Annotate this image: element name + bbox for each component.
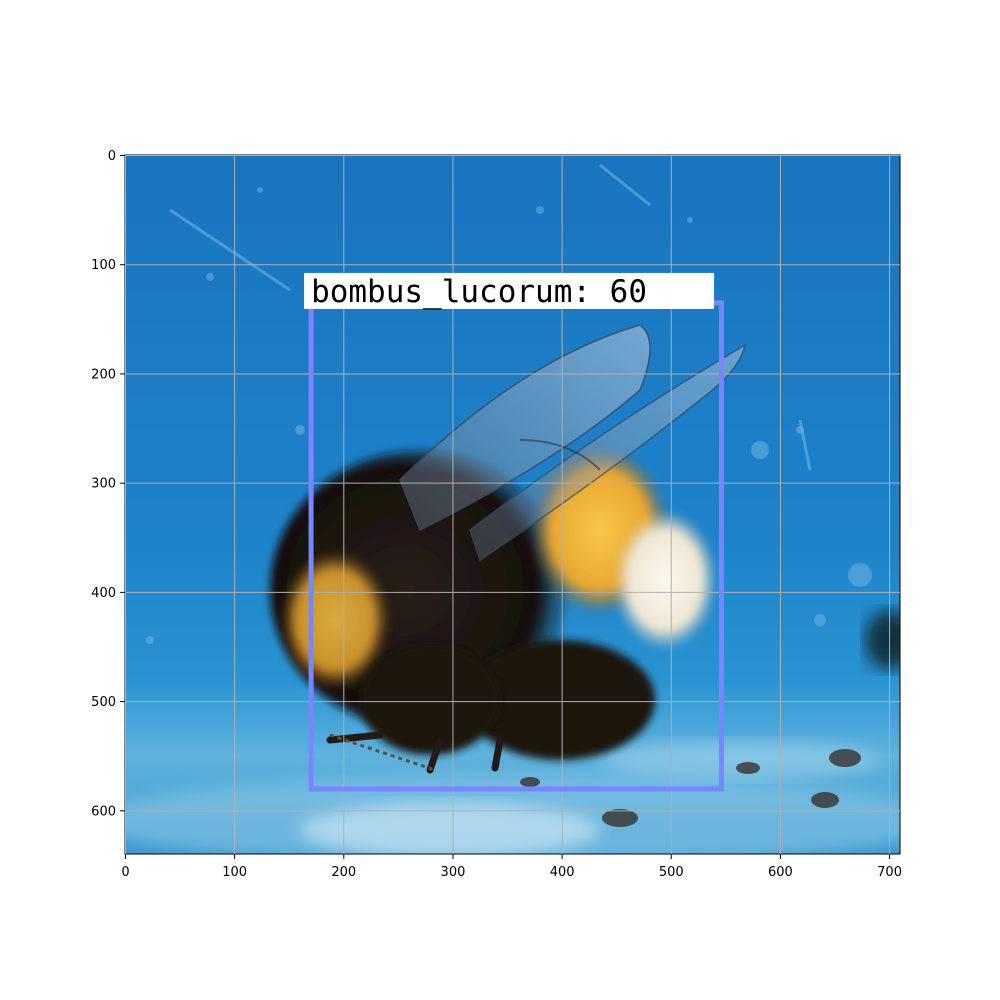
y-tick-label: 300: [91, 477, 116, 492]
grid-lines: [125, 155, 900, 854]
bumblebee: [270, 324, 747, 774]
detection-label: bombus_lucorum: 60: [311, 274, 647, 310]
x-tick-label: 600: [768, 865, 793, 880]
x-tick-label: 200: [331, 865, 356, 880]
y-tick-label: 200: [91, 367, 116, 382]
x-tick-label: 700: [877, 865, 902, 880]
y-tick-label: 600: [91, 804, 116, 819]
x-tick-label: 500: [659, 865, 684, 880]
detection-label-background: [304, 272, 715, 309]
y-tick-label: 500: [91, 695, 116, 710]
x-tick-label: 300: [441, 865, 466, 880]
x-tick-label: 0: [121, 865, 129, 880]
y-tick-label: 400: [91, 586, 116, 601]
y-axis: 0 100 200 300 400 500 600: [91, 149, 125, 819]
y-tick-label: 100: [91, 258, 116, 273]
y-tick-label: 0: [108, 149, 116, 164]
x-tick-label: 100: [222, 865, 247, 880]
x-tick-label: 400: [550, 865, 575, 880]
bee-photograph: [125, 155, 900, 854]
x-axis: 0 100 200 300 400 500 600 700: [121, 854, 902, 880]
